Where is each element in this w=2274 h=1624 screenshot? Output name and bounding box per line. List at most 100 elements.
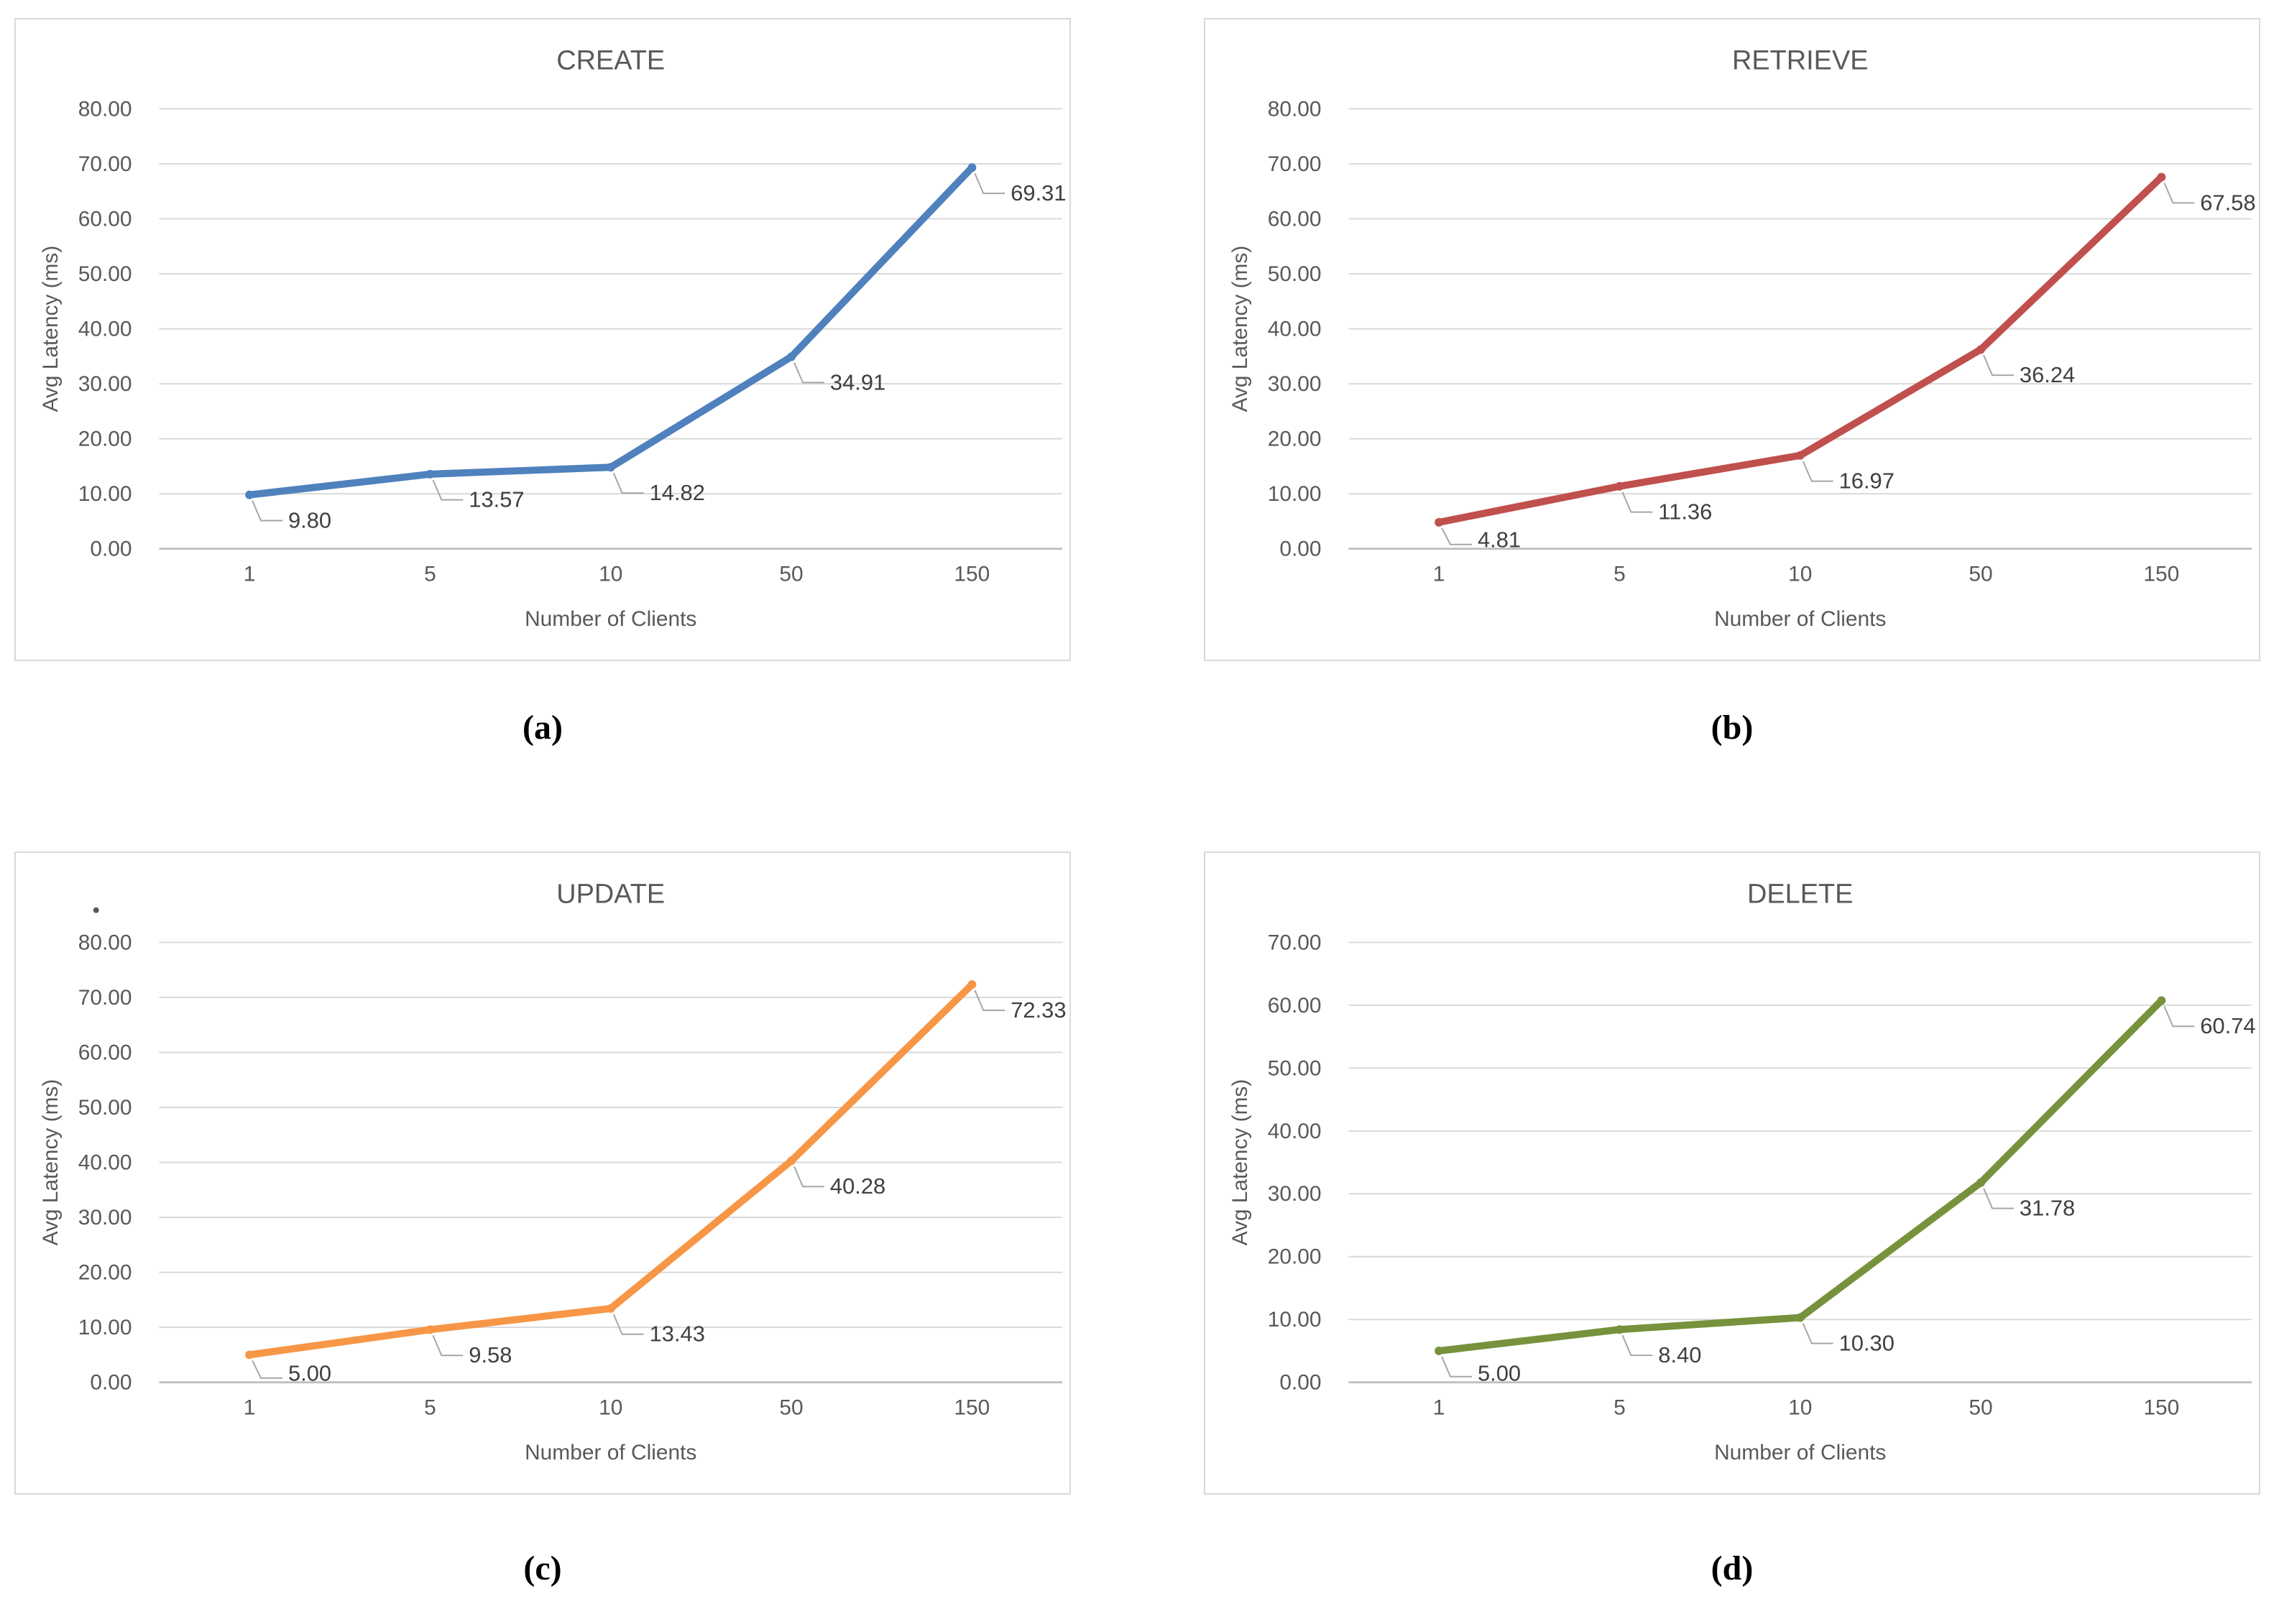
y-tick-label: 10.00 <box>78 1316 132 1339</box>
y-tick-label: 0.00 <box>90 538 132 561</box>
y-axis-title: Avg Latency (ms) <box>1228 246 1252 412</box>
stray-dot <box>93 907 99 913</box>
y-tick-label: 20.00 <box>1268 428 1322 451</box>
data-label: 10.30 <box>1839 1330 1895 1355</box>
x-axis-title: Number of Clients <box>1714 607 1886 631</box>
y-tick-label: 60.00 <box>1268 207 1322 231</box>
delete-line-chart: 0.00 10.00 20.00 30.00 40.00 50.00 60.00 70.00 1… <box>1228 880 2256 1464</box>
data-label: 5.00 <box>1478 1361 1521 1386</box>
y-tick-label: 30.00 <box>1268 372 1322 396</box>
y-tick-label: 50.00 <box>1268 1056 1322 1080</box>
x-tick-label: 10 <box>599 1396 622 1420</box>
chart-panel-delete: 0.00 10.00 20.00 30.00 40.00 50.00 60.00 70.00 1… <box>1204 852 2260 1495</box>
series-line <box>246 164 976 499</box>
y-tick-label: 80.00 <box>1268 97 1322 121</box>
x-axis-title: Number of Clients <box>525 607 696 631</box>
x-tick-label: 150 <box>954 563 990 586</box>
x-tick-label: 50 <box>1969 563 1992 586</box>
x-tick-label: 5 <box>1614 563 1626 586</box>
chart-title: UPDATE <box>556 880 665 910</box>
data-label-leader <box>2163 1006 2195 1028</box>
x-tick-label: 50 <box>1969 1396 1992 1420</box>
y-tick-label: 0.00 <box>90 1371 132 1395</box>
x-tick-label: 10 <box>1788 563 1812 586</box>
y-tick-label: 80.00 <box>78 931 132 954</box>
data-label-leader <box>1802 461 1833 482</box>
data-label-leader <box>252 1360 282 1379</box>
y-tick-label: 30.00 <box>1268 1182 1322 1206</box>
chart-panel-retrieve: 0.00 10.00 20.00 30.00 40.00 50.00 60.00 70.00 8… <box>1204 18 2260 661</box>
y-axis-title: Avg Latency (ms) <box>1228 1079 1252 1246</box>
data-label-leader <box>2163 183 2195 204</box>
data-point <box>1435 1346 1444 1355</box>
data-label-leader <box>1621 492 1653 513</box>
y-tick-label: 20.00 <box>78 1261 132 1285</box>
data-label: 69.31 <box>1011 180 1066 206</box>
data-label: 5.00 <box>288 1361 331 1386</box>
y-tick-label: 30.00 <box>78 1206 132 1229</box>
data-point <box>787 1156 796 1166</box>
data-label: 14.82 <box>650 480 705 505</box>
data-point <box>2157 172 2166 182</box>
data-label-leader <box>612 472 644 494</box>
data-label: 72.33 <box>1011 997 1066 1023</box>
x-tick-label: 50 <box>779 563 803 586</box>
x-tick-label: 1 <box>1433 1396 1445 1420</box>
y-tick-label: 40.00 <box>78 318 132 341</box>
data-point <box>606 463 615 472</box>
data-label: 36.24 <box>2020 362 2075 387</box>
x-tick-label: 1 <box>1433 563 1445 586</box>
x-tick-label: 1 <box>244 563 256 586</box>
y-tick-label: 50.00 <box>78 262 132 286</box>
data-point <box>2157 996 2166 1005</box>
data-label: 9.80 <box>288 508 331 533</box>
data-label-leader <box>793 362 824 384</box>
data-label-leader <box>432 1334 464 1357</box>
series-line <box>1435 173 2165 526</box>
data-label: 13.43 <box>650 1321 705 1347</box>
y-tick-label: 70.00 <box>78 986 132 1010</box>
create-line-chart: 0.00 10.00 20.00 30.00 40.00 50.00 60.00 70.00 8… <box>39 46 1067 631</box>
data-point <box>1795 451 1805 460</box>
x-tick-label: 50 <box>779 1396 803 1420</box>
data-label: 4.81 <box>1478 527 1521 553</box>
y-tick-label: 10.00 <box>1268 1308 1322 1332</box>
x-tick-label: 150 <box>954 1396 990 1420</box>
data-label-leader <box>432 479 464 501</box>
data-label: 16.97 <box>1839 469 1895 494</box>
data-point <box>967 980 977 989</box>
update-line-chart: 0.00 10.00 20.00 30.00 40.00 50.00 60.00 70.00 8… <box>39 880 1067 1464</box>
data-label: 13.57 <box>469 487 524 512</box>
data-label: 31.78 <box>2020 1196 2075 1221</box>
data-point <box>1976 1178 1986 1187</box>
y-tick-label: 70.00 <box>1268 931 1322 954</box>
y-tick-label: 50.00 <box>78 1096 132 1120</box>
data-point <box>1435 517 1444 527</box>
y-tick-label: 0.00 <box>1279 1371 1321 1395</box>
y-tick-label: 50.00 <box>1268 262 1322 286</box>
y-tick-label: 10.00 <box>78 482 132 506</box>
x-tick-label: 10 <box>599 563 622 586</box>
chart-title: DELETE <box>1747 880 1853 910</box>
x-tick-label: 5 <box>1614 1396 1626 1420</box>
data-point <box>1795 1313 1805 1322</box>
data-point <box>425 1325 435 1334</box>
x-tick-label: 150 <box>2143 563 2179 586</box>
y-tick-label: 10.00 <box>1268 482 1322 506</box>
data-label-leader <box>252 500 282 522</box>
data-label-leader <box>1441 527 1472 545</box>
data-label-leader <box>793 1166 824 1188</box>
data-point <box>606 1304 615 1313</box>
retrieve-line-chart: 0.00 10.00 20.00 30.00 40.00 50.00 60.00 70.00 8… <box>1228 46 2256 631</box>
subfigure-label-d: (d) <box>1711 1549 1754 1587</box>
subfigure-label-c: (c) <box>523 1549 562 1587</box>
x-tick-label: 150 <box>2143 1396 2179 1420</box>
data-point <box>1615 1325 1624 1334</box>
data-label: 40.28 <box>830 1173 885 1199</box>
data-label-leader <box>612 1314 644 1335</box>
y-tick-label: 40.00 <box>1268 1120 1322 1143</box>
y-tick-label: 30.00 <box>78 372 132 396</box>
data-label-leader <box>1441 1356 1472 1378</box>
data-point <box>245 1350 254 1360</box>
